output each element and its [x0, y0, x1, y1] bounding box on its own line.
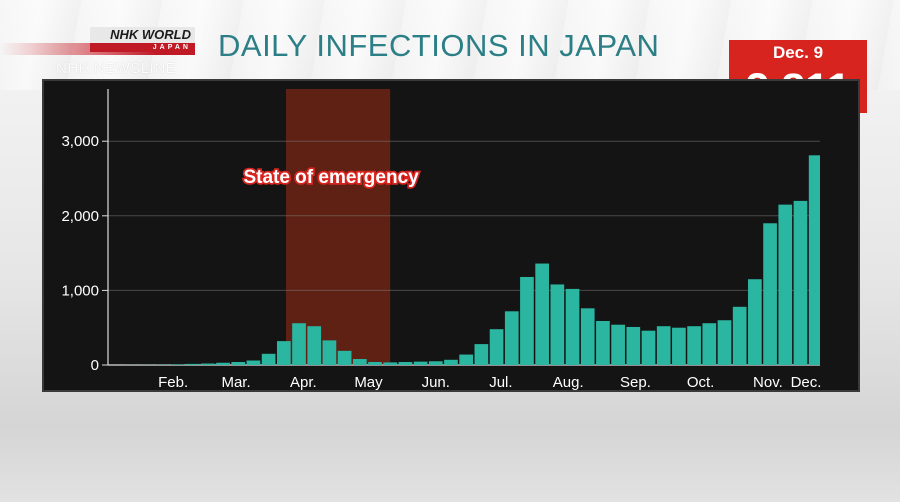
x-tick-label: Apr. — [290, 374, 317, 390]
infection-bar — [763, 223, 777, 365]
infection-bar — [231, 362, 246, 365]
infection-bar — [489, 329, 504, 365]
infection-bar — [748, 279, 762, 365]
infection-bar — [261, 353, 276, 365]
x-tick-label: Feb. — [158, 374, 188, 390]
infection-bar — [474, 344, 489, 365]
infection-bar — [459, 354, 474, 365]
y-tick-label: 1,000 — [61, 282, 99, 299]
infection-bar — [611, 324, 625, 365]
chart-panel: 0 1,000 2,000 3,000 Feb. Mar. Apr. May Jun. Jul. A… — [42, 79, 860, 392]
infection-bar — [732, 306, 747, 365]
infection-bar — [626, 326, 641, 365]
nhk-world-logo: NHK WORLD JAPAN — [90, 27, 195, 57]
infection-bar — [201, 363, 215, 365]
infection-bar — [596, 320, 610, 365]
infection-bar — [656, 326, 671, 365]
infection-bar — [672, 327, 686, 365]
newsline-label: NHK NEWSLINE — [56, 60, 177, 77]
infection-bar — [717, 320, 732, 365]
infection-bar — [535, 263, 549, 365]
infection-bar — [428, 361, 443, 365]
infection-bar — [565, 288, 580, 365]
infection-bar — [580, 308, 595, 365]
y-tick-label: 3,000 — [61, 133, 99, 150]
infection-bar — [352, 359, 367, 365]
infection-bar — [702, 323, 717, 365]
infection-bar — [444, 359, 458, 365]
y-tick-label: 2,000 — [61, 208, 99, 225]
infection-bar — [398, 362, 413, 365]
infection-bar — [170, 364, 185, 365]
x-tick-label: Aug. — [553, 374, 584, 390]
infection-bar — [687, 326, 701, 365]
infection-bar — [292, 323, 306, 365]
x-tick-label: May — [354, 374, 383, 390]
state-of-emergency-band — [286, 89, 391, 365]
infection-bar — [520, 276, 534, 365]
infection-bar — [216, 362, 230, 365]
state-of-emergency-label: State of emergency — [243, 167, 419, 188]
logo-line2: JAPAN — [90, 43, 195, 52]
infection-bar — [778, 204, 793, 365]
y-tick-label: 0 — [91, 357, 99, 374]
chart-title: DAILY INFECTIONS IN JAPAN — [218, 28, 660, 63]
infection-bar — [550, 284, 565, 365]
infection-bar — [793, 200, 808, 365]
x-tick-label: Nov. — [753, 374, 783, 390]
x-tick-label: Dec. — [791, 374, 822, 390]
infection-bar — [808, 155, 820, 365]
x-tick-label: Mar. — [221, 374, 250, 390]
infection-bar — [504, 311, 519, 365]
infection-bar — [337, 350, 352, 365]
infection-bar — [185, 363, 200, 365]
infection-bar — [307, 326, 322, 365]
x-tick-label: Jun. — [422, 374, 450, 390]
x-tick-label: Oct. — [687, 374, 715, 390]
x-tick-label: Sep. — [620, 374, 651, 390]
x-tick-label: Jul. — [489, 374, 512, 390]
infection-bar — [322, 340, 337, 365]
logo-line1: NHK WORLD — [90, 27, 195, 43]
infection-bar — [276, 341, 291, 365]
infection-bar — [641, 330, 656, 365]
callout-date: Dec. 9 — [772, 43, 824, 62]
infection-bar — [413, 361, 428, 365]
daily-infections-chart: 0 1,000 2,000 3,000 Feb. Mar. Apr. May Jun. Jul. A… — [61, 89, 822, 390]
infection-bar — [383, 362, 398, 365]
infection-bar — [246, 360, 261, 365]
infection-bar — [368, 362, 382, 365]
